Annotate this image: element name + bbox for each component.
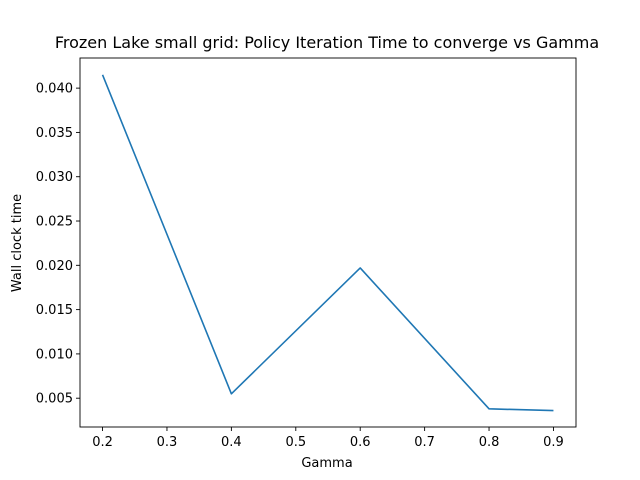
y-tick-label: 0.005 — [36, 392, 73, 407]
x-tick-label: 0.3 — [157, 435, 178, 450]
x-axis-label: Gamma — [301, 456, 352, 471]
axes-frame — [79, 57, 577, 428]
x-tick-label: 0.8 — [479, 435, 500, 450]
chart-title: Frozen Lake small grid: Policy Iteration… — [55, 33, 599, 52]
series-line-0 — [101, 74, 554, 412]
x-tick-label: 0.2 — [92, 435, 113, 450]
y-tick-label: 0.020 — [36, 259, 73, 274]
y-tick-label: 0.025 — [36, 215, 73, 230]
x-tick-label: 0.6 — [350, 435, 371, 450]
y-tick-label: 0.040 — [36, 82, 73, 97]
y-tick-label: 0.015 — [36, 303, 73, 318]
x-tick-label: 0.9 — [543, 435, 564, 450]
y-tick-label: 0.030 — [36, 170, 73, 185]
x-tick-label: 0.7 — [414, 435, 435, 450]
x-tick-label: 0.5 — [285, 435, 306, 450]
y-axis-label: Wall clock time — [10, 194, 25, 292]
y-tick-label: 0.010 — [36, 347, 73, 362]
plot-area: 0.2 0.3 0.4 0.5 0.6 0.7 0.8 0.9 0.005 0.010 0.015 0… — [36, 57, 577, 450]
x-tick-label: 0.4 — [221, 435, 242, 450]
y-tick-label: 0.035 — [36, 126, 73, 141]
